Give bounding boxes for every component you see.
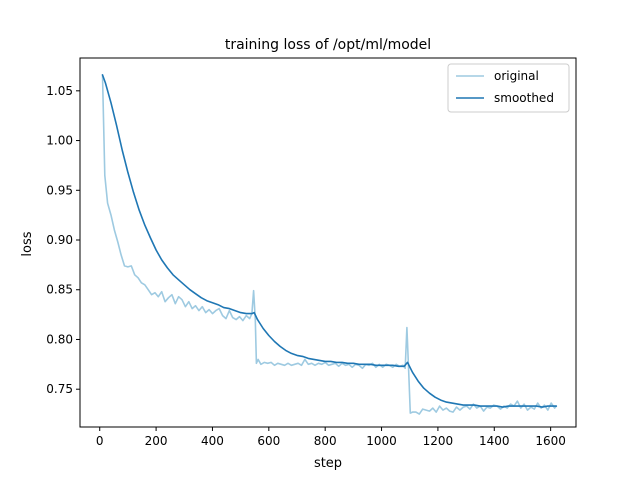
x-tick-label: 1400	[479, 434, 510, 448]
y-tick-label: 1.05	[46, 84, 73, 98]
legend-label-original: original	[494, 69, 539, 83]
x-axis-label: step	[314, 456, 342, 471]
x-tick-label: 1000	[366, 434, 397, 448]
chart-title: training loss of /opt/ml/model	[225, 37, 431, 53]
y-tick-label: 0.90	[46, 233, 73, 247]
y-tick-label: 0.95	[46, 183, 73, 197]
y-axis-label: loss	[20, 231, 35, 256]
y-tick-label: 1.00	[46, 134, 73, 148]
axes-frame	[79, 57, 577, 428]
series-line-smoothed	[101, 74, 558, 408]
y-axis: 0.75 0.80 0.85 0.90 0.95 1.00 1.05	[46, 84, 80, 396]
legend: original smoothed	[447, 63, 570, 113]
x-tick-label: 800	[314, 434, 337, 448]
x-tick-label: 1600	[535, 434, 566, 448]
y-tick-label: 0.75	[46, 382, 73, 396]
series-line-original	[101, 74, 558, 415]
y-tick-label: 0.80	[46, 332, 73, 346]
plot-series	[101, 74, 558, 415]
x-axis: 0 200 400 600 800 1000 1200 1400 1600	[96, 427, 566, 448]
x-tick-label: 0	[96, 434, 104, 448]
x-tick-label: 200	[145, 434, 168, 448]
legend-label-smoothed: smoothed	[494, 91, 554, 105]
x-tick-label: 400	[201, 434, 224, 448]
y-tick-label: 0.85	[46, 283, 73, 297]
x-tick-label: 600	[257, 434, 280, 448]
x-tick-label: 1200	[423, 434, 454, 448]
